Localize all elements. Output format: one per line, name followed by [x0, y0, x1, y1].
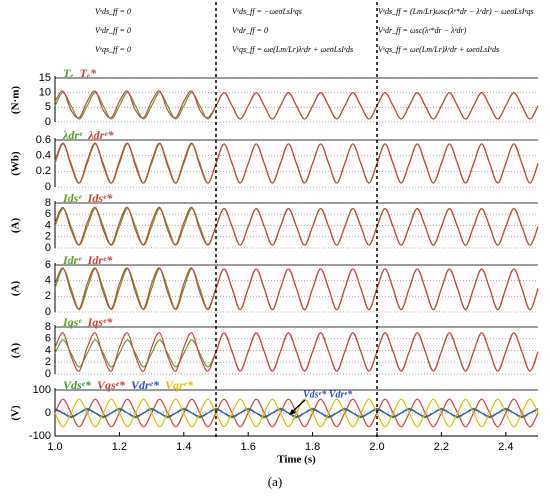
series-line [54, 90, 539, 120]
equation: Vᵉqs_ff = ωe(Lm/Lr)λᵉdr + ωeσLsIᵉds [232, 45, 353, 54]
x-tick-label: 2.0 [369, 441, 384, 453]
x-tick-label: 2.4 [498, 441, 513, 453]
x-tick-label: 1.0 [47, 441, 62, 453]
x-tick-label: 1.8 [305, 441, 320, 453]
y-tick-label: 0.2 [36, 165, 51, 177]
series-line [54, 142, 539, 184]
y-axis-label: (A) [10, 281, 22, 297]
x-tick-label: 1.6 [241, 441, 256, 453]
equation: Vᵉdr_ff = ωsc(λᵉ*dr − λᵉdr) [378, 26, 467, 35]
y-tick-label: 6 [45, 208, 51, 220]
y-tick-label: -100 [29, 430, 51, 442]
y-axis-label: (A) [10, 218, 22, 234]
x-tick-label: 2.2 [434, 441, 449, 453]
y-tick-label: 4 [45, 344, 51, 356]
legend-label: Vqsᵉ* [97, 378, 126, 392]
y-axis-label: (A) [10, 343, 22, 359]
y-tick-label: 0 [45, 181, 51, 193]
legend-label: Idsᵉ* [87, 191, 114, 205]
y-tick-label: 0.6 [36, 134, 51, 146]
y-tick-label: 100 [33, 384, 51, 396]
legend-label: Vdrᵉ* [131, 378, 160, 392]
y-tick-label: 0 [45, 407, 51, 419]
x-tick-label: 1.2 [112, 441, 127, 453]
y-tick-label: 5 [45, 101, 51, 113]
annotation: Vdsᵉ* Vdrᵉ* [303, 389, 353, 400]
series-line [54, 206, 539, 246]
legend-label: Idrᵉ [62, 253, 82, 267]
y-tick-label: 0 [45, 242, 51, 254]
legend-label: Iqsᵉ [62, 315, 82, 329]
legend-label: Tₑ* [80, 66, 98, 80]
y-axis-label: (V) [10, 405, 22, 421]
legend-label: λdrᵉ [62, 128, 83, 142]
equation: Vᵉqs_ff = ωe(Lm/Lr)λᵉdr + ωeσLsIᵉds [378, 45, 499, 54]
series-line [54, 398, 539, 428]
x-axis-label: Time (s) [277, 454, 316, 466]
x-tick-label: 1.4 [176, 441, 191, 453]
series-line [54, 407, 539, 419]
arrow-head [289, 409, 296, 415]
y-tick-label: 8 [45, 197, 51, 209]
legend-label: Vqrᵉ* [165, 378, 194, 392]
annotation-arrow [291, 399, 306, 413]
equation: Vᵉds_ff = 0 [95, 7, 131, 16]
y-tick-label: 0 [45, 116, 51, 128]
series-line [54, 267, 539, 311]
legend-label: λdrᵉ* [87, 128, 114, 142]
y-tick-label: 6 [45, 333, 51, 345]
y-tick-label: 0 [45, 368, 51, 380]
legend-label: Tₑ [63, 66, 74, 80]
y-tick-label: 4 [45, 275, 51, 287]
legend-label: Idrᵉ* [87, 253, 114, 267]
caption: (a) [268, 474, 282, 489]
legend-label: Idsᵉ [62, 191, 82, 205]
y-tick-label: 2 [45, 231, 51, 243]
y-tick-label: 6 [45, 259, 51, 271]
equation: Vᵉds_ff = (Lm/Lr)ωsc(λᵉ*dr − λᵉdr) − ωeσ… [378, 7, 534, 16]
equation: Vᵉqs_ff = 0 [95, 45, 131, 54]
series-line [54, 408, 539, 418]
series-line [54, 332, 539, 372]
y-tick-label: 8 [45, 321, 51, 333]
equation: Vᵉdr_ff = 0 [232, 26, 268, 35]
equation: Vᵉdr_ff = 0 [95, 26, 131, 35]
y-tick-label: 2 [45, 290, 51, 302]
y-axis-label: (N·m) [10, 86, 22, 114]
legend-label: Vdsᵉ* [63, 378, 92, 392]
y-tick-label: 0 [45, 306, 51, 318]
y-tick-label: 4 [45, 219, 51, 231]
y-axis-label: (Wb) [10, 151, 22, 176]
y-tick-label: 0.4 [36, 150, 51, 162]
y-tick-label: 15 [39, 72, 51, 84]
equation: Vᵉds_ff = −ωeσLsIᵉqs [232, 7, 302, 16]
legend-label: Iqsᵉ* [87, 315, 114, 329]
y-tick-label: 2 [45, 356, 51, 368]
y-tick-label: 10 [39, 87, 51, 99]
